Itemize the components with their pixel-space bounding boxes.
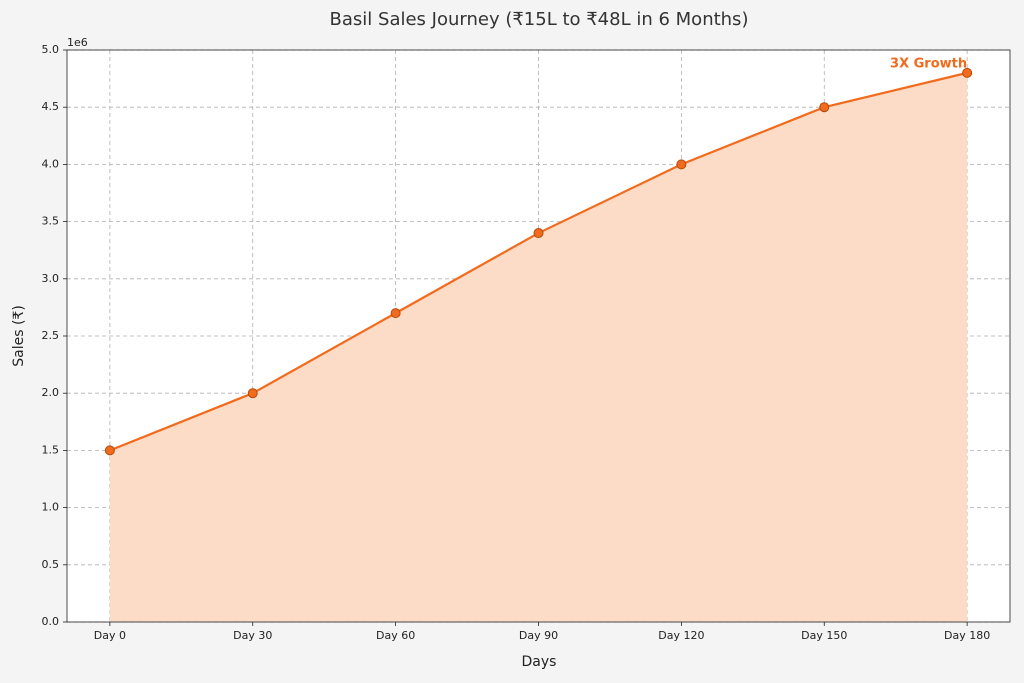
y-axis-label: Sales (₹)	[11, 305, 27, 367]
marker	[676, 159, 687, 170]
marker	[962, 67, 973, 78]
y-offset-label: 1e6	[67, 36, 88, 49]
plot-frame	[66, 49, 1011, 623]
annotation: 3X Growth	[890, 56, 967, 71]
y-tick-label: 5.0	[42, 43, 60, 56]
y-tick-label: 2.5	[42, 329, 60, 342]
marker	[104, 445, 115, 456]
x-axis-label: Days	[522, 654, 557, 670]
marker	[247, 388, 258, 399]
x-tick-label: Day 30	[233, 629, 272, 642]
y-tick-label: 3.0	[42, 272, 60, 285]
marker	[390, 308, 401, 319]
y-tick-label: 1.0	[42, 501, 60, 514]
y-tick-label: 4.0	[42, 157, 60, 170]
area	[109, 72, 968, 622]
x-tick-label: Day 180	[944, 629, 990, 642]
y-tick-label: 3.5	[42, 215, 60, 228]
y-tick-label: 0.5	[42, 558, 60, 571]
y-tick-label: 2.0	[42, 386, 60, 399]
y-tick-label: 1.5	[42, 443, 60, 456]
marker	[819, 102, 830, 113]
x-tick-label: Day 0	[94, 629, 126, 642]
x-tick-label: Day 90	[519, 629, 558, 642]
y-tick-label: 4.5	[42, 100, 60, 113]
x-tick-label: Day 150	[801, 629, 847, 642]
x-tick-label: Day 60	[376, 629, 415, 642]
marker	[533, 228, 544, 239]
chart-title: Basil Sales Journey (₹15L to ₹48L in 6 M…	[330, 9, 749, 30]
x-tick-label: Day 120	[658, 629, 704, 642]
y-tick-label: 0.0	[42, 615, 60, 628]
